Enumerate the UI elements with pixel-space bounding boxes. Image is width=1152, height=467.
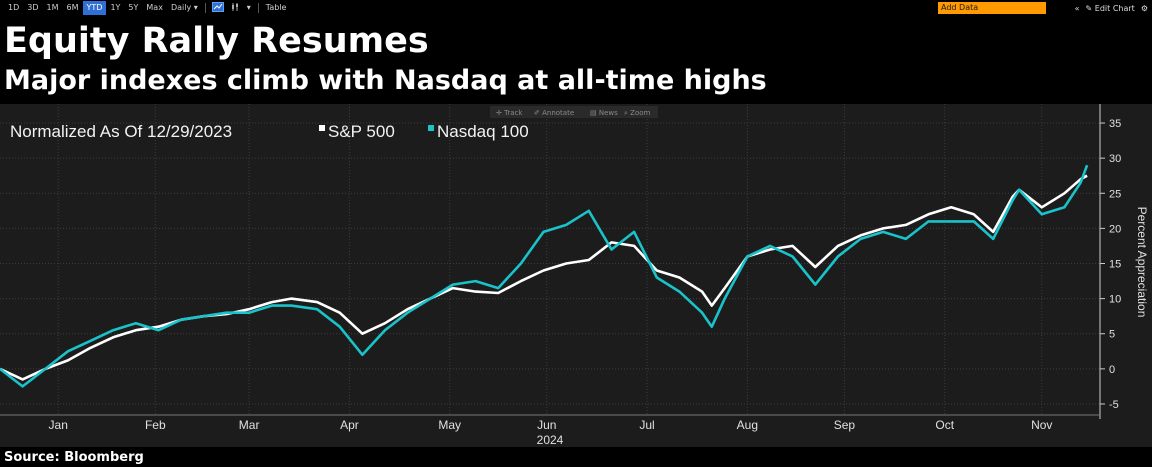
y-tick-label: 30 <box>1109 153 1121 165</box>
y-tick-label: 25 <box>1109 188 1121 200</box>
x-tick-label: Jan <box>49 418 68 432</box>
x-tick-label: Apr <box>340 418 359 432</box>
range-6m-button[interactable]: 6M <box>66 3 79 12</box>
legend-label-nasdaq100: Nasdaq 100 <box>437 122 529 141</box>
y-tick-label: 35 <box>1109 118 1121 130</box>
chart-type-dropdown[interactable]: ▾ <box>246 3 251 12</box>
y-tick-label: 0 <box>1109 364 1115 376</box>
y-tick-label: -5 <box>1109 399 1119 411</box>
x-tick-label: Aug <box>737 418 758 432</box>
page-title: Equity Rally Resumes <box>4 21 429 61</box>
page-subtitle: Major indexes climb with Nasdaq at all-t… <box>4 65 767 96</box>
range-max-button[interactable]: Max <box>146 3 163 12</box>
legend-swatch-nasdaq100 <box>428 125 434 131</box>
double-chevron-left-icon[interactable]: « <box>1074 3 1080 13</box>
toolbar-divider <box>257 3 259 13</box>
y-tick-label: 10 <box>1109 294 1121 306</box>
legend-swatch-sp500 <box>319 125 325 131</box>
x-tick-label: Jun <box>537 418 556 432</box>
chart-title: Normalized As Of 12/29/2023 <box>10 122 232 141</box>
add-data-input[interactable]: Add Data <box>938 2 1046 14</box>
y-axis-label: Percent Appreciation <box>1135 207 1149 318</box>
x-tick-label: Feb <box>145 418 166 432</box>
x-axis-label: 2024 <box>537 433 564 447</box>
candlestick-icon[interactable] <box>227 2 243 14</box>
y-tick-label: 5 <box>1109 329 1115 341</box>
toolbar-divider <box>204 3 206 13</box>
annotate-button[interactable]: ✐ Annotate <box>534 109 574 117</box>
range-ytd-button[interactable]: YTD <box>82 1 107 15</box>
legend-label-sp500: S&P 500 <box>328 122 395 141</box>
chart-legend: Normalized As Of 12/29/2023 S&P 500 Nasd… <box>10 122 529 141</box>
edit-chart-button[interactable]: ✎ Edit Chart <box>1085 3 1135 13</box>
chart-toolbar: 1D 3D 1M 6M YTD 1Y 5Y Max Daily ▾ ▾ Tabl… <box>0 0 1152 16</box>
range-1m-button[interactable]: 1M <box>46 3 59 12</box>
chart-tools-bar <box>490 106 658 118</box>
zoom-button[interactable]: ⌕ Zoom <box>624 109 651 117</box>
gear-icon[interactable]: ⚙ <box>1140 3 1148 13</box>
x-tick-label: Sep <box>834 418 856 432</box>
pencil-icon: ✎ <box>1085 3 1095 13</box>
toolbar-right: « ✎ Edit Chart ⚙ <box>1075 0 1148 16</box>
plot-background <box>0 104 1152 447</box>
line-chart-icon[interactable] <box>209 2 227 14</box>
range-3d-button[interactable]: 3D <box>27 3 39 12</box>
track-button[interactable]: ✛ Track <box>496 109 523 117</box>
news-button[interactable]: ▤ News <box>590 109 618 117</box>
x-tick-label: Jul <box>639 418 654 432</box>
source-note: Source: Bloomberg <box>4 450 144 465</box>
x-tick-label: Nov <box>1031 418 1052 432</box>
range-5y-button[interactable]: 5Y <box>128 3 139 12</box>
range-1y-button[interactable]: 1Y <box>110 3 121 12</box>
range-1d-button[interactable]: 1D <box>8 3 20 12</box>
x-tick-label: May <box>438 418 461 432</box>
x-tick-label: Oct <box>935 418 954 432</box>
series-line-nasdaq100 <box>0 164 1089 388</box>
chart-tools: ✛ Track ✐ Annotate ▤ News ⌕ Zoom <box>490 106 658 118</box>
x-tick-label: Mar <box>239 418 260 432</box>
y-tick-label: 20 <box>1109 223 1121 235</box>
frequency-dropdown[interactable]: Daily ▾ <box>170 3 198 12</box>
y-tick-label: 15 <box>1109 259 1121 271</box>
table-button[interactable]: Table <box>265 3 287 12</box>
